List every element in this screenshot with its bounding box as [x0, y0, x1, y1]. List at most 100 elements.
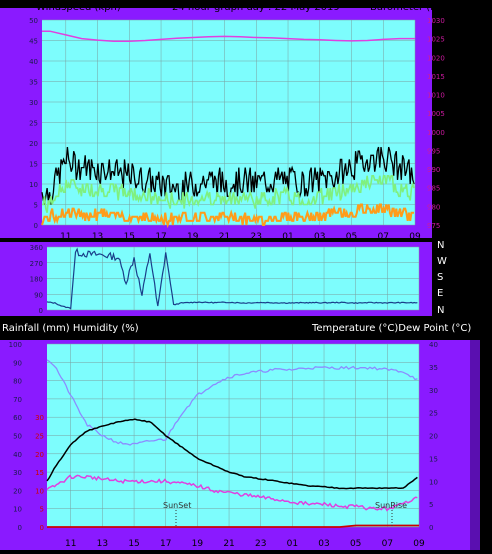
temp-x-tick: 15: [128, 539, 139, 549]
wind-y-tick: 15: [29, 161, 38, 169]
direction-ticks: 0 90 180 270 360: [30, 244, 43, 315]
wind-x-tick: 03: [314, 232, 325, 242]
humidity-y-tick: 100: [9, 341, 22, 349]
bottom-panel-right-edge: [470, 340, 480, 550]
temp-x-tick: 23: [255, 539, 266, 549]
barometer-y-tick: 1015: [427, 73, 445, 81]
barometer-y-tick: 1010: [427, 92, 445, 100]
header-barometer-label: Barometer (hpa): [370, 2, 453, 13]
direction-y-tick: 270: [30, 260, 43, 268]
humidity-y-tick: 50: [13, 433, 22, 441]
direction-series: [46, 247, 418, 310]
temperature-y-tick: 5: [429, 501, 433, 509]
temperature-y-tick: 0: [429, 524, 433, 532]
barometer-line: [42, 30, 415, 42]
wind-gust-line: [41, 146, 415, 205]
wind-y-tick: 20: [29, 140, 38, 148]
temp-x-tick: 09: [413, 539, 425, 549]
wind-y-tick: 45: [29, 38, 38, 46]
rainfall-line: [47, 524, 419, 528]
temperature-y-tick: 10: [429, 478, 438, 486]
humidity-y-tick: 30: [13, 469, 22, 477]
wind-x-tick: 23: [251, 232, 262, 242]
temp-x-tick: 01: [287, 539, 298, 549]
wind-y-tick: 0: [34, 222, 38, 230]
dir-letter-n-bottom: N: [437, 305, 444, 316]
rainfall-humidity-label: Rainfall (mm) Humidity (%): [2, 323, 139, 334]
temperature-y-tick: 40: [429, 341, 438, 349]
temp-x-tick: 19: [192, 539, 204, 549]
wind-x-tick: 13: [92, 232, 103, 242]
wind-y-tick: 35: [29, 79, 38, 87]
temp-x-tick: 03: [318, 539, 329, 549]
wind-x-tick: 21: [219, 232, 230, 242]
barometer-y-tick: 975: [427, 222, 440, 230]
rain-y-tick: 10: [35, 487, 44, 495]
wind-series: [41, 30, 415, 229]
temperature-y-tick: 15: [429, 455, 438, 463]
humidity-y-tick: 10: [13, 506, 22, 514]
humidity-y-tick: 40: [13, 451, 22, 459]
temp-x-tick: 13: [97, 539, 108, 549]
sunset-label: SunSet: [163, 501, 191, 510]
barometer-y-tick: 990: [427, 166, 440, 174]
rain-y-tick: 30: [35, 414, 44, 422]
wind-x-tick: 09: [409, 232, 421, 242]
dir-letter-w: W: [437, 256, 447, 267]
temp-x-tick: 07: [382, 539, 393, 549]
wind-y-tick: 30: [29, 99, 38, 107]
humidity-line: [46, 359, 418, 446]
wind-x-tick: 05: [346, 232, 357, 242]
barometer-y-tick: 995: [427, 147, 440, 155]
header-windspeed-label: Windspeed (kph): [36, 2, 121, 13]
wind-x-tick: 07: [378, 232, 389, 242]
temperature-y-tick: 30: [429, 387, 438, 395]
direction-y-tick: 360: [30, 244, 43, 252]
wind-low-line: [41, 203, 414, 229]
direction-y-tick: 0: [39, 307, 43, 315]
rain-y-tick: 15: [35, 469, 44, 477]
barometer-y-tick: 1020: [427, 54, 445, 62]
temperature-line: [46, 418, 418, 490]
dir-letter-e: E: [437, 288, 443, 299]
barometer-y-tick: 985: [427, 185, 440, 193]
rain-y-tick: 0: [40, 524, 44, 532]
temperature-y-tick: 25: [429, 410, 438, 418]
header-chart-title: 24 hour graph day : 22 May 2019: [172, 2, 340, 13]
dir-letter-n-top: N: [437, 240, 444, 251]
temperature-y-tick: 20: [429, 433, 438, 441]
wind-ticks: 0510152025303540455097598098599099510001…: [29, 17, 445, 242]
wind-y-tick: 5: [34, 202, 38, 210]
humidity-y-tick: 0: [18, 524, 22, 532]
wind-x-tick: 11: [60, 232, 71, 242]
barometer-y-tick: 1000: [427, 129, 445, 137]
temperature-y-tick: 35: [429, 364, 438, 372]
rain-y-tick: 25: [35, 433, 44, 441]
barometer-y-tick: 980: [427, 203, 440, 211]
humidity-y-tick: 20: [13, 487, 22, 495]
temp-ticks: 0102030405060708090100051015202530051015…: [9, 341, 438, 549]
barometer-y-tick: 1025: [427, 36, 445, 44]
wind-y-tick: 50: [29, 17, 38, 25]
wind-x-tick: 01: [282, 232, 293, 242]
wind-y-tick: 10: [29, 181, 38, 189]
rain-y-tick: 20: [35, 451, 44, 459]
direction-grid: [47, 246, 420, 311]
temperature-dewpoint-label: Temperature (°C)Dew Point (°C): [311, 323, 471, 334]
humidity-y-tick: 80: [13, 378, 22, 386]
wind-y-tick: 25: [29, 120, 38, 128]
humidity-y-tick: 60: [13, 414, 22, 422]
temp-grid: [47, 343, 420, 528]
temp-series: [46, 359, 419, 528]
direction-y-tick: 180: [30, 276, 43, 284]
wind-x-tick: 17: [155, 232, 166, 242]
temp-x-tick: 17: [160, 539, 171, 549]
barometer-y-tick: 1030: [427, 17, 445, 25]
dir-letter-s: S: [437, 272, 443, 283]
wind-x-tick: 19: [187, 232, 199, 242]
rain-y-tick: 5: [40, 506, 44, 514]
sunrise-label: SunRise: [375, 501, 407, 510]
wind-direction-line: [46, 247, 418, 310]
direction-y-tick: 90: [34, 291, 43, 299]
